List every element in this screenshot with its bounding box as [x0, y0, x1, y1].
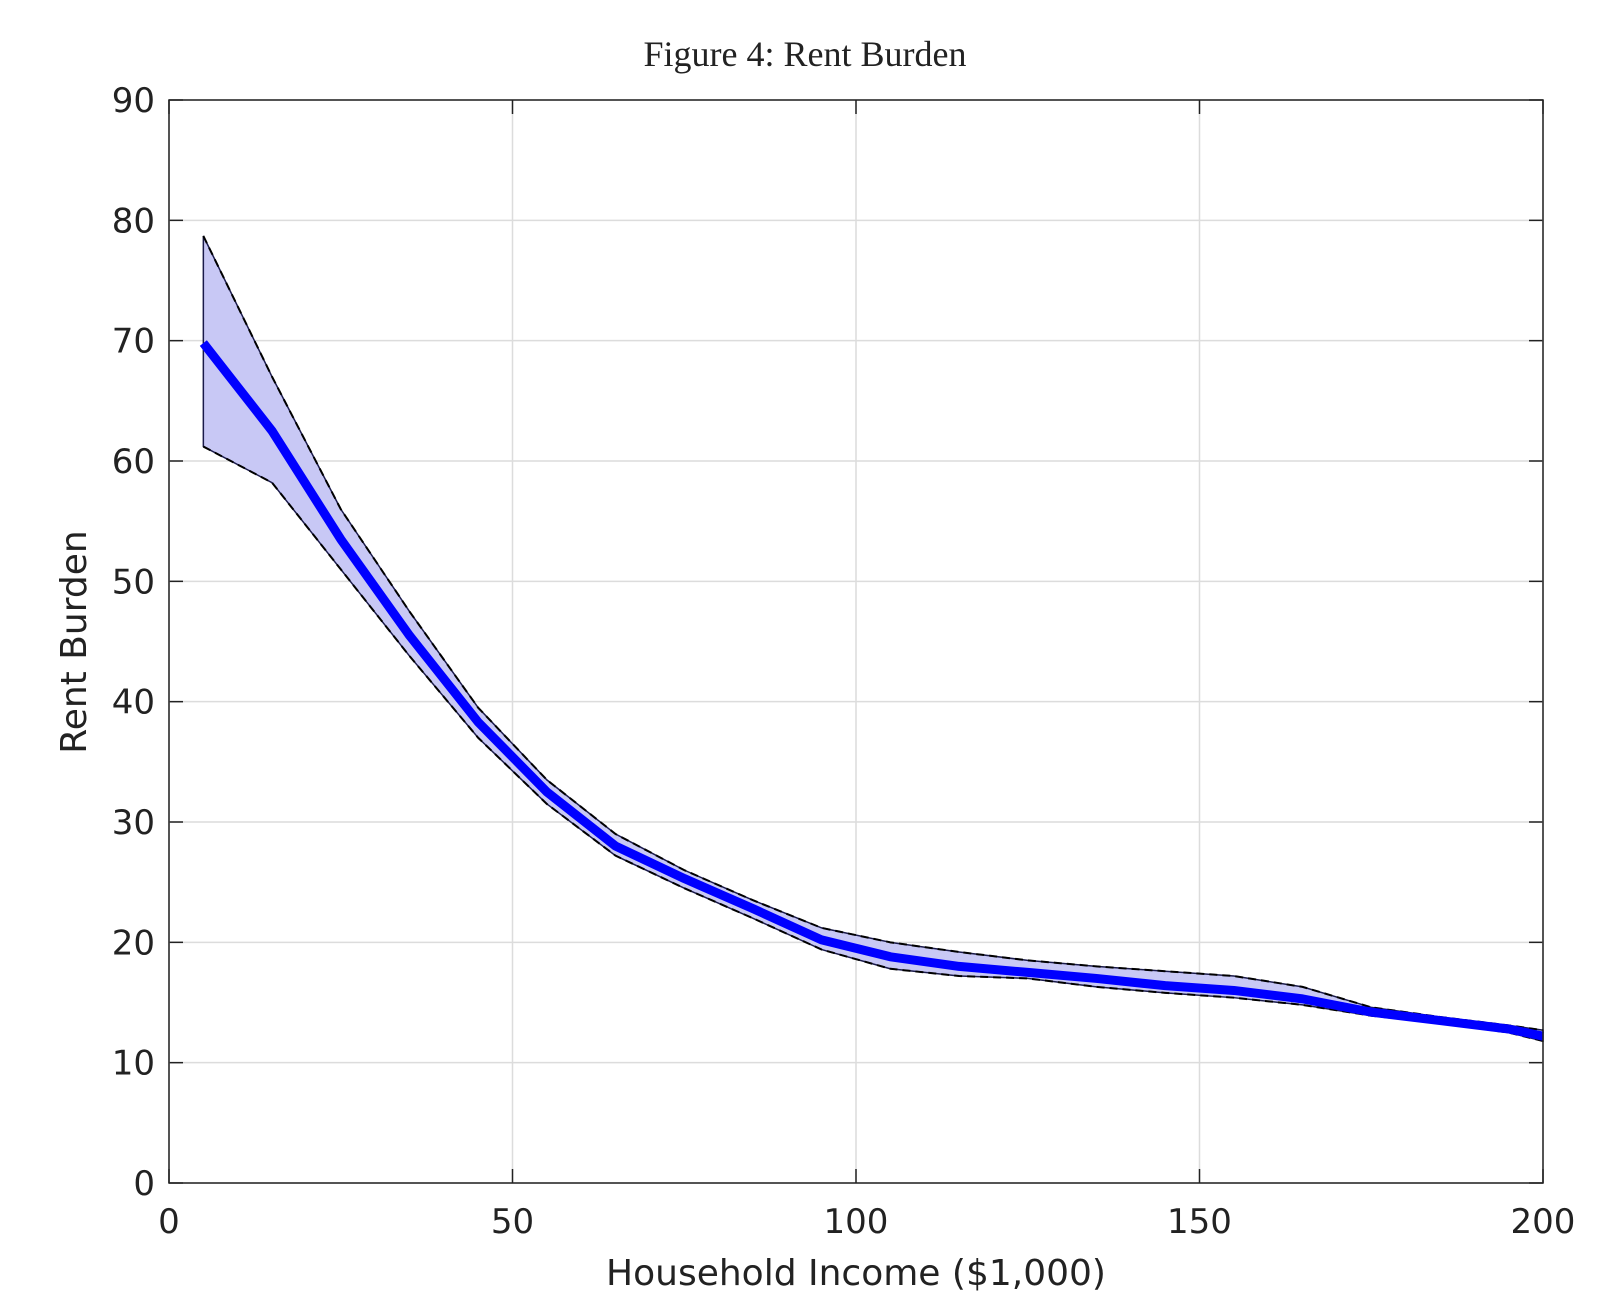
y-axis-label: Rent Burden	[54, 530, 95, 753]
y-tick-label: 0	[133, 1164, 155, 1204]
x-tick-label: 200	[1511, 1202, 1576, 1242]
y-tick-label: 40	[112, 683, 155, 723]
chart-title: Figure 4: Rent Burden	[644, 34, 967, 74]
x-tick-label: 0	[158, 1202, 180, 1242]
y-tick-label: 90	[112, 81, 155, 121]
y-tick-label: 10	[112, 1044, 155, 1084]
band-upper	[202, 235, 1544, 1032]
line	[199, 340, 1544, 1041]
x-tick-label: 150	[1167, 1202, 1232, 1242]
y-tick-label: 50	[112, 562, 155, 602]
y-tick-label: 80	[112, 201, 155, 241]
y-tick-label: 70	[112, 322, 155, 362]
x-tick-label: 50	[491, 1202, 534, 1242]
x-axis-label: Household Income ($1,000)	[606, 1253, 1106, 1294]
y-tick-label: 60	[112, 442, 155, 482]
y-tick-label: 20	[112, 923, 155, 963]
y-tick-label: 30	[112, 803, 155, 843]
x-tick-label: 100	[824, 1202, 889, 1242]
plot-frame	[168, 99, 1544, 1184]
